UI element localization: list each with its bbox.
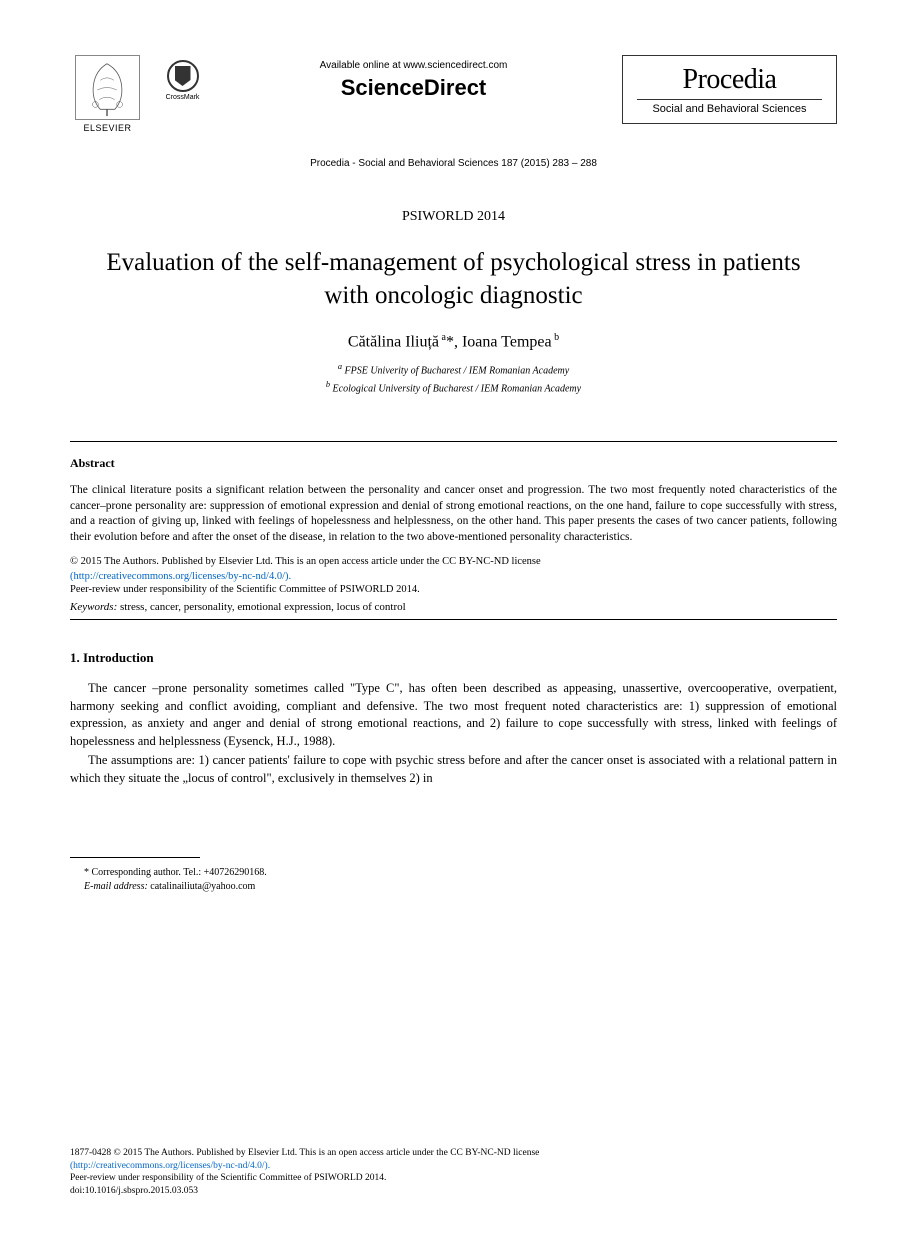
license-link[interactable]: (http://creativecommons.org/licenses/by-… [70,571,837,582]
elsevier-tree-icon [75,55,140,120]
divider-top [70,441,837,442]
footer-doi: doi:10.1016/j.sbspro.2015.03.053 [70,1185,837,1198]
elsevier-label: ELSEVIER [83,123,131,133]
divider-bottom [70,619,837,620]
conference-name: PSIWORLD 2014 [70,209,837,225]
email-address[interactable]: catalinailiuta@yahoo.com [148,881,256,892]
citation-line: Procedia - Social and Behavioral Science… [70,158,837,169]
crossmark-badge[interactable]: CrossMark [160,60,205,101]
article-title: Evaluation of the self-management of psy… [70,247,837,312]
corresponding-email: E-mail address: catalinailiuta@yahoo.com [84,880,837,894]
elsevier-logo[interactable]: ELSEVIER [70,55,145,140]
authors: Cătălina Iliuță a*, Ioana Tempea b [70,332,837,351]
keywords-label: Keywords: [70,601,117,613]
copyright-line: © 2015 The Authors. Published by Elsevie… [70,555,837,569]
publisher-logos: ELSEVIER CrossMark [70,55,205,140]
email-label: E-mail address: [84,881,148,892]
journal-box: Procedia Social and Behavioral Sciences [622,55,837,124]
keywords-line: Keywords: stress, cancer, personality, e… [70,601,837,613]
abstract-text: The clinical literature posits a signifi… [70,483,837,545]
footer-peer-review: Peer-review under responsibility of the … [70,1172,837,1185]
journal-subtitle: Social and Behavioral Sciences [637,99,822,115]
author-1-affil: a [439,332,446,343]
introduction-section: 1. Introduction The cancer –prone person… [70,650,837,787]
header-row: ELSEVIER CrossMark Available online at w… [70,55,837,140]
author-2-affil: b [552,332,560,343]
author-2[interactable]: Ioana Tempea [462,333,552,350]
author-1[interactable]: Cătălina Iliuță [348,333,439,350]
peer-review-line: Peer-review under responsibility of the … [70,584,837,595]
affiliations: a FPSE Univerity of Bucharest / IEM Roma… [70,361,837,396]
center-header: Available online at www.sciencedirect.co… [205,55,622,101]
intro-paragraph-1: The cancer –prone personality sometimes … [70,680,837,750]
crossmark-icon [167,60,199,92]
intro-paragraph-2: The assumptions are: 1) cancer patients'… [70,752,837,787]
introduction-heading: 1. Introduction [70,650,837,666]
crossmark-label: CrossMark [166,94,200,101]
available-online-text: Available online at www.sciencedirect.co… [205,60,622,71]
sciencedirect-logo[interactable]: ScienceDirect [205,75,622,101]
abstract-heading: Abstract [70,456,837,471]
corresponding-tel: * Corresponding author. Tel.: +407262901… [84,866,837,880]
footer-license-link[interactable]: (http://creativecommons.org/licenses/by-… [70,1160,837,1173]
footnote-separator [70,857,200,858]
corresponding-author-footnote: * Corresponding author. Tel.: +407262901… [70,866,837,894]
affiliation-b: b Ecological University of Bucharest / I… [70,379,837,396]
footer-issn: 1877-0428 © 2015 The Authors. Published … [70,1147,837,1160]
affiliation-a: a FPSE Univerity of Bucharest / IEM Roma… [70,361,837,378]
keywords-text: stress, cancer, personality, emotional e… [117,601,405,613]
page-footer: 1877-0428 © 2015 The Authors. Published … [70,1147,837,1198]
journal-title: Procedia [637,64,822,96]
